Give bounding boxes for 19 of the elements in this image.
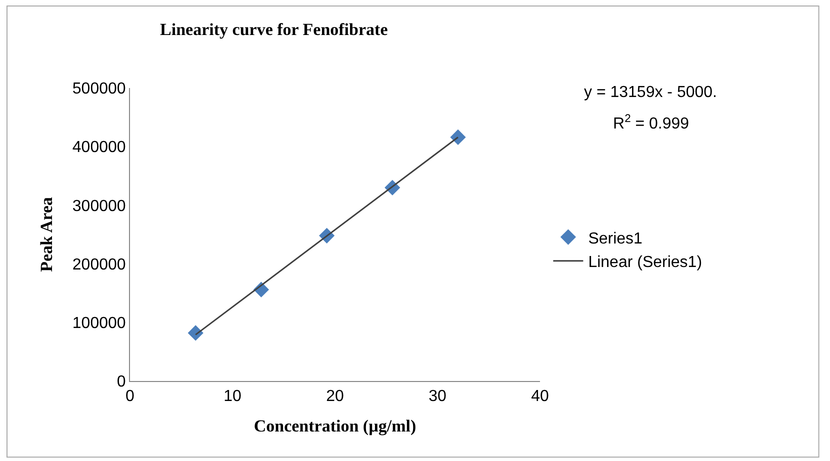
chart-title: Linearity curve for Fenofibrate (160, 20, 388, 39)
legend-label: Series1 (588, 230, 643, 248)
text: R$^{2}$ = 0.999 (613, 113, 690, 133)
point (188, 325, 204, 341)
y-tick-label: 400000 (72, 139, 126, 156)
x-tick-label: 30 (428, 388, 446, 406)
x-tick-label: 10 (224, 388, 242, 406)
legend-label: Linear (Series1) (588, 254, 702, 272)
x-tick-label: 40 (531, 388, 549, 406)
y-tick-label: 100000 (72, 315, 126, 332)
y-tick-label: 300000 (72, 198, 126, 215)
text: y = 13159x - 5000. (584, 84, 717, 101)
y-tick-label: 0 (116, 374, 126, 391)
x-tick-label: 20 (326, 388, 344, 406)
point (450, 129, 466, 146)
y-tick-label: 200000 (72, 256, 126, 274)
x-axis-title: Concentration (µg/ml) (254, 416, 416, 436)
y-axis-title: Peak Area (36, 196, 56, 272)
y-tick-label: 500000 (72, 80, 126, 98)
